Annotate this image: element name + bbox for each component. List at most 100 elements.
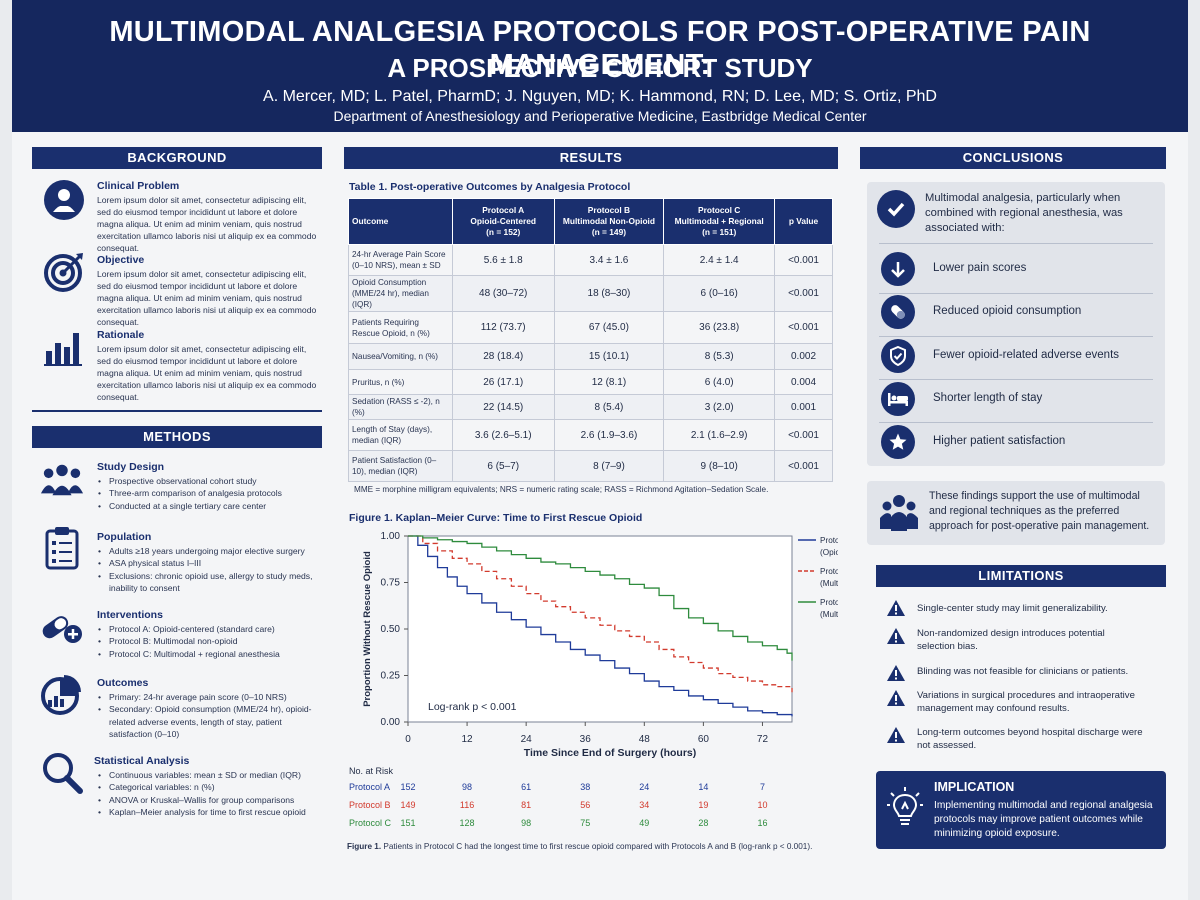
warning-icon <box>887 665 905 681</box>
y-tick-label: 0.25 <box>381 671 401 682</box>
risk-value: 151 <box>400 818 416 828</box>
outcomes-heading: Outcomes <box>97 677 149 689</box>
objective-text: Lorem ipsum dolor sit amet, consectetur … <box>97 269 317 327</box>
population-list: Adults ≥18 years undergoing major electi… <box>97 545 319 595</box>
implication-text: Implementing multimodal and regional ana… <box>934 800 1153 839</box>
table-cell: Sedation (RASS ≤ -2), n (%) <box>348 394 453 420</box>
table-cell: 3.4 ± 1.6 <box>553 244 665 276</box>
table-row: Patients Requiring Rescue Opioid, n (%) 1… <box>348 311 833 344</box>
bed-icon <box>881 382 915 416</box>
middle-column: RESULTS Table 1. Post-operative Outcomes… <box>344 132 838 900</box>
study-design-list: Prospective observational cohort study T… <box>97 475 319 513</box>
clipboard-icon <box>40 526 84 570</box>
legend-label: Protocol B <box>820 567 838 576</box>
table-title: Table 1. Post-operative Outcomes by Anal… <box>349 181 631 193</box>
group-icon <box>40 458 84 502</box>
left-column: BACKGROUND Clinical Problem Lorem ipsum … <box>32 132 322 900</box>
title-line-2: A PROSPECTIVE COHORT STUDY <box>387 53 813 83</box>
divider <box>879 293 1153 294</box>
table-row: Sedation (RASS ≤ -2), n (%) 22 (14.5) 8 (5… <box>348 394 833 420</box>
risk-value: 149 <box>400 800 416 810</box>
table-header-row: Outcome Protocol A Opioid-Centered (n = 15… <box>348 198 833 245</box>
divider <box>879 422 1153 423</box>
poster: MULTIMODAL ANALGESIA PROTOCOLS FOR POST-… <box>12 0 1188 900</box>
table-cell: 8 (5.4) <box>553 394 665 420</box>
risk-value: 19 <box>698 800 709 810</box>
column-header: Outcome <box>348 198 453 245</box>
risk-value: 128 <box>459 818 475 828</box>
limitations-list: Single-center study may limit generaliza… <box>876 592 1166 762</box>
limitations-title: LIMITATIONS <box>876 565 1166 587</box>
y-tick-label: 1.00 <box>381 531 401 542</box>
list-item: Secondary: Opioid consumption (MME/24 hr… <box>97 703 319 740</box>
column-header: Protocol B Multimodal Non-Opioid (n = 149) <box>553 198 665 245</box>
caption-text: Patients in Protocol C had the longest t… <box>383 842 813 851</box>
lightbulb-icon <box>886 785 924 836</box>
table-cell: Nausea/Vomiting, n (%) <box>348 343 453 370</box>
table-row: 24-hr Average Pain Score (0–10 NRS), mea… <box>348 244 833 276</box>
divider <box>879 336 1153 337</box>
table-row: Length of Stay (days), median (IQR) 3.6 (… <box>348 419 833 451</box>
list-item: Protocol C: Multimodal + regional anesth… <box>97 648 319 661</box>
list-item: Protocol A: Opioid-centered (standard ca… <box>97 623 319 636</box>
series-line-protocol-b <box>408 535 793 693</box>
risk-value: 38 <box>580 782 591 792</box>
table-row: Patient Satisfaction (0–10), median (IQR… <box>348 450 833 482</box>
list-item: Three-arm comparison of analgesia protoc… <box>97 487 319 500</box>
y-tick-label: 0.50 <box>381 624 401 635</box>
list-item: Continuous variables: mean ± SD or media… <box>97 769 319 782</box>
x-tick-label: 48 <box>639 734 651 745</box>
affiliation: Department of Anesthesiology and Periope… <box>333 108 867 124</box>
limitation-item: Single-center study may limit generaliza… <box>917 603 1108 614</box>
warning-icon <box>887 600 905 616</box>
table-cell: 28 (18.4) <box>451 343 555 370</box>
risk-value: 81 <box>521 800 532 810</box>
risk-value: 16 <box>757 818 768 828</box>
rationale-heading: Rationale <box>97 329 145 341</box>
x-tick-label: 72 <box>757 734 769 745</box>
interventions-heading: Interventions <box>97 609 163 621</box>
statistical-analysis-list: Continuous variables: mean ± SD or media… <box>97 769 319 819</box>
risk-value: 28 <box>698 818 709 828</box>
table-cell: 36 (23.8) <box>663 311 776 344</box>
limitation-item: Blinding was not feasible for clinicians… <box>917 666 1129 677</box>
table-cell: 18 (8–30) <box>553 275 665 312</box>
legend-label: Protocol C <box>820 598 838 607</box>
list-item: Primary: 24-hr average pain score (0–10 … <box>97 691 319 704</box>
person-icon <box>42 178 86 222</box>
y-tick-label: 0.00 <box>381 717 401 728</box>
warning-icon <box>887 690 905 706</box>
limitation-item: Long-term outcomes beyond hospital disch… <box>917 727 1143 751</box>
risk-value: 10 <box>757 800 768 810</box>
conclusion-item: Shorter length of stay <box>933 392 1043 404</box>
table-cell: 6 (5–7) <box>451 450 555 482</box>
caption-label: Figure 1. <box>347 842 382 851</box>
table-cell: 22 (14.5) <box>451 394 555 420</box>
target-icon <box>42 250 86 294</box>
table-cell: <0.001 <box>774 450 833 482</box>
table-cell: 3 (2.0) <box>663 394 776 420</box>
figure-title: Figure 1. Kaplan–Meier Curve: Time to Fi… <box>349 512 643 524</box>
background-title: BACKGROUND <box>32 147 322 169</box>
table-cell: 48 (30–72) <box>451 275 555 312</box>
list-item: Protocol B: Multimodal non-opioid <box>97 635 319 648</box>
interventions-list: Protocol A: Opioid-centered (standard ca… <box>97 623 319 661</box>
list-item: Conducted at a single tertiary care cent… <box>97 500 319 513</box>
list-item: ASA physical status I–III <box>97 557 319 570</box>
magnifier-icon <box>40 750 84 794</box>
list-item: Exclusions: chronic opioid use, allergy … <box>97 570 319 595</box>
risk-value: 49 <box>639 818 650 828</box>
table-cell: 2.4 ± 1.4 <box>663 244 776 276</box>
x-tick-label: 12 <box>462 734 474 745</box>
clinical-problem-heading: Clinical Problem <box>97 180 180 192</box>
pie-chart-icon <box>40 672 84 716</box>
checkmark-icon <box>877 190 915 228</box>
group-icon <box>879 493 919 538</box>
table-cell: 0.002 <box>774 343 833 370</box>
table-cell: 2.6 (1.9–3.6) <box>553 419 665 451</box>
table-cell: 8 (5.3) <box>663 343 776 370</box>
risk-value: 7 <box>759 782 765 792</box>
y-tick-label: 0.75 <box>381 578 401 589</box>
results-title: RESULTS <box>344 147 838 169</box>
conclusion-item: Reduced opioid consumption <box>933 305 1082 317</box>
